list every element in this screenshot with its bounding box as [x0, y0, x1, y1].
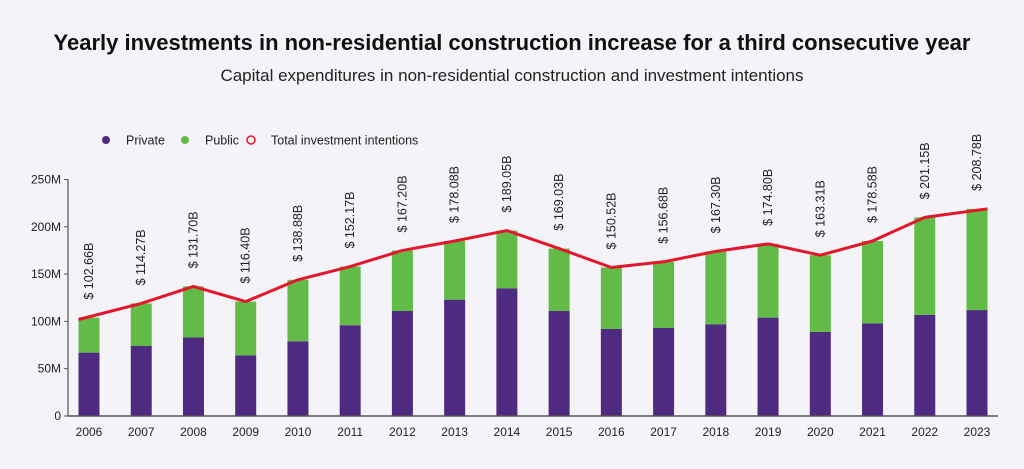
- bar-private-2023: [966, 310, 988, 416]
- data-label: $ 189.05B: [500, 156, 514, 213]
- x-tick-label: 2018: [702, 425, 729, 439]
- bar-private-2010: [287, 341, 309, 416]
- bar-private-2013: [444, 299, 466, 416]
- bar-private-2015: [548, 310, 570, 416]
- data-label: $ 163.31B: [813, 180, 827, 237]
- legend-marker-1: [181, 136, 189, 144]
- x-tick-label: 2020: [807, 425, 834, 439]
- legend-label: Public: [205, 134, 239, 148]
- bar-public-2009: [235, 301, 257, 356]
- bar-private-2007: [130, 345, 152, 416]
- bar-private-2008: [182, 337, 204, 416]
- chart-subtitle: Capital expenditures in non-residential …: [220, 66, 804, 85]
- y-tick-label: 100M: [31, 314, 61, 328]
- bar-private-2014: [496, 288, 518, 416]
- data-label: $ 208.78B: [970, 134, 984, 191]
- bar-public-2022: [914, 217, 936, 315]
- y-tick-label: 150M: [31, 267, 61, 281]
- legend-label: Total investment intentions: [271, 134, 418, 148]
- x-tick-label: 2015: [546, 425, 573, 439]
- y-tick-label: 200M: [31, 220, 61, 234]
- bar-public-2017: [653, 261, 675, 329]
- bar-public-2012: [391, 250, 413, 311]
- bar-private-2012: [391, 310, 413, 416]
- data-label: $ 167.20B: [395, 175, 409, 232]
- x-tick-label: 2008: [180, 425, 207, 439]
- bar-private-2006: [78, 352, 100, 416]
- data-label: $ 114.27B: [134, 229, 148, 285]
- data-label: $ 156.68B: [657, 187, 671, 244]
- bar-public-2011: [339, 266, 361, 326]
- x-tick-label: 2010: [285, 425, 312, 439]
- x-tick-label: 2021: [859, 425, 886, 439]
- bar-private-2020: [809, 331, 831, 416]
- data-label: $ 150.52B: [604, 192, 618, 249]
- total-investment-line: [78, 207, 988, 321]
- x-tick-label: 2014: [494, 425, 521, 439]
- bar-public-2007: [130, 303, 152, 346]
- data-label: $ 169.03B: [552, 174, 566, 231]
- bar-public-2016: [600, 267, 622, 329]
- bar-private-2009: [235, 355, 257, 416]
- bar-private-2017: [653, 328, 675, 416]
- bar-private-2022: [914, 314, 936, 416]
- bar-private-2019: [757, 317, 779, 416]
- data-label: $ 178.58B: [866, 166, 880, 223]
- x-tick-label: 2012: [389, 425, 416, 439]
- legend-label: Private: [126, 134, 165, 148]
- x-tick-label: 2022: [911, 425, 938, 439]
- data-label: $ 201.15B: [918, 142, 932, 199]
- data-label: $ 116.40B: [239, 227, 253, 283]
- bar-private-2018: [705, 324, 727, 416]
- x-tick-label: 2019: [755, 425, 782, 439]
- y-tick-label: 50M: [38, 362, 61, 376]
- x-tick-label: 2011: [337, 425, 363, 439]
- bar-public-2006: [78, 317, 100, 353]
- x-tick-label: 2009: [232, 425, 259, 439]
- legend-marker-0: [102, 136, 110, 144]
- y-tick-label: 0: [54, 409, 61, 423]
- x-tick-label: 2023: [964, 425, 991, 439]
- data-label: $ 102.66B: [82, 243, 96, 300]
- bar-public-2014: [496, 230, 518, 289]
- bar-public-2019: [757, 243, 779, 318]
- bar-public-2020: [809, 255, 831, 332]
- x-tick-label: 2017: [650, 425, 677, 439]
- data-label: $ 152.17B: [343, 192, 357, 249]
- bar-public-2010: [287, 279, 309, 342]
- y-tick-label: 250M: [31, 173, 61, 187]
- x-tick-label: 2013: [441, 425, 468, 439]
- bar-private-2021: [862, 323, 884, 416]
- x-tick-label: 2006: [76, 425, 103, 439]
- bar-public-2013: [444, 240, 466, 300]
- data-label: $ 131.70B: [186, 211, 200, 268]
- bar-public-2008: [182, 286, 204, 338]
- x-tick-label: 2007: [128, 425, 155, 439]
- x-tick-label: 2016: [598, 425, 625, 439]
- data-label: $ 167.30B: [709, 176, 723, 233]
- legend-marker-2: [246, 135, 256, 145]
- data-label: $ 178.08B: [448, 166, 462, 223]
- bar-private-2011: [339, 325, 361, 416]
- bar-private-2016: [600, 328, 622, 416]
- bar-public-2018: [705, 251, 727, 325]
- data-label: $ 174.80B: [761, 169, 775, 226]
- data-label: $ 138.88B: [291, 205, 305, 262]
- chart-title: Yearly investments in non-residential co…: [53, 30, 971, 55]
- bar-public-2021: [862, 240, 884, 324]
- bar-public-2023: [966, 208, 988, 311]
- bar-public-2015: [548, 248, 570, 311]
